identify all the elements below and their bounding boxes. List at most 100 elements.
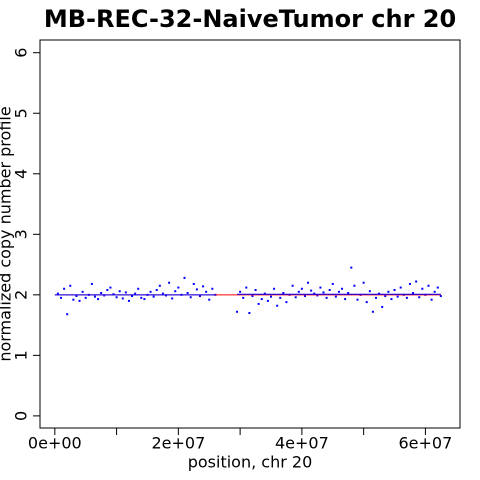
y-tick-label: 2 [12,290,31,300]
point [260,298,263,301]
y-tick-label: 0 [12,411,31,421]
point [205,290,208,293]
point [390,298,393,301]
point [365,301,368,304]
point [84,296,87,299]
point [174,290,177,293]
point [396,295,399,298]
y-tick-label: 3 [12,229,31,239]
point [300,287,303,290]
point [177,286,180,289]
point [371,310,374,313]
point [328,288,331,291]
point [165,294,167,297]
point [137,287,140,290]
point [106,288,109,291]
point [245,286,248,289]
point [140,296,143,299]
point [378,292,381,295]
point [66,313,69,316]
point [131,295,134,298]
point [427,284,430,287]
point [192,282,195,285]
point [155,288,158,291]
point [183,276,186,279]
point [189,296,192,299]
point [294,296,297,299]
point [158,284,161,287]
point [124,291,127,294]
point [418,296,421,299]
point [291,284,294,287]
point [319,286,322,289]
point [307,281,310,284]
point [276,304,279,307]
point [279,296,282,299]
point [334,295,337,298]
x-axis-label: position, chr 20 [188,453,313,472]
point [161,292,164,295]
point [198,295,201,298]
point [393,288,396,291]
point [381,305,384,308]
point [325,296,328,299]
point [310,289,313,292]
point [439,295,442,298]
point [208,298,211,301]
point [186,292,189,295]
point [143,298,146,301]
point [127,299,130,302]
point [430,298,433,301]
point [202,285,205,288]
point [387,290,390,293]
point [436,286,439,289]
point [415,280,418,283]
x-tick-label: 4e+07 [275,434,329,453]
point [242,296,245,299]
plot-frame [39,39,461,429]
point [109,286,112,289]
point [344,298,347,301]
point [121,297,124,300]
point [90,282,93,285]
x-tick-label: 0e+00 [28,434,82,453]
point [81,290,84,293]
point [297,290,300,293]
point [254,288,257,291]
point [239,290,242,293]
point [103,294,106,297]
point [412,292,415,295]
point [337,290,340,293]
point [362,281,365,284]
point [350,266,353,269]
point [356,298,359,301]
point [303,295,306,298]
point [149,290,152,293]
point [69,284,72,287]
point [270,295,272,298]
point [266,299,269,302]
y-tick-label: 5 [12,108,31,118]
point [60,296,62,299]
point [313,292,316,295]
point [408,282,411,285]
point [100,292,103,295]
point [384,295,387,298]
point [322,291,325,294]
point [257,302,260,305]
point [134,292,137,295]
point [97,298,100,301]
point [211,287,214,290]
point [347,292,350,295]
x-tick-label: 2e+07 [151,434,205,453]
y-axis-label: normalized copy number profile [0,106,15,361]
point [115,296,118,299]
point [152,295,155,298]
point [368,290,371,293]
point [63,287,66,290]
point [285,301,288,304]
point [112,293,115,296]
point [316,294,319,297]
